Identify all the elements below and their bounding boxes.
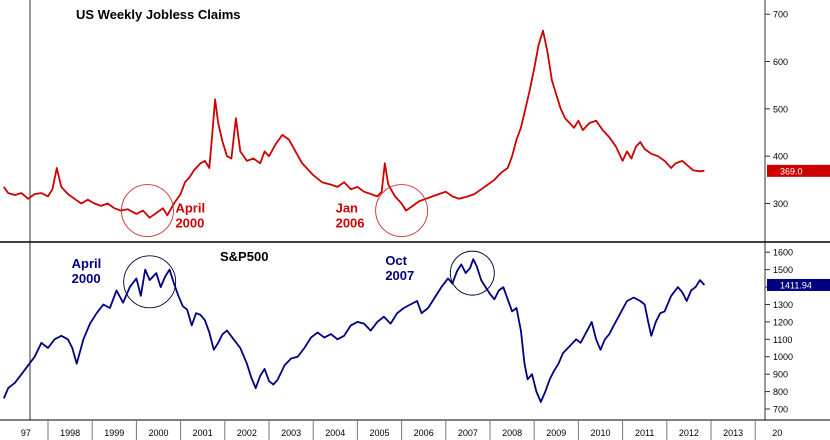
x-tick-label: 2001 (193, 428, 213, 438)
jobless-y-tick-label: 500 (773, 104, 788, 114)
jobless-series-line (3, 29, 705, 219)
jobless-annotation-label: 2000 (175, 216, 204, 231)
sp500-y-tick-label: 1000 (773, 352, 793, 362)
x-tick-label: 2005 (369, 428, 389, 438)
jobless-annotation-label: April (175, 201, 205, 216)
sp500-y-tick-label: 800 (773, 387, 788, 397)
x-tick-label: 2013 (723, 428, 743, 438)
x-tick-label: 2007 (458, 428, 478, 438)
jobless-last-value-tag (767, 164, 830, 177)
sp500-annotation-label: Oct (385, 253, 407, 268)
x-tick-label: 2006 (414, 428, 434, 438)
sp500-y-tick-label: 700 (773, 405, 788, 415)
jobless-title-box (50, 4, 300, 24)
jobless-chart-title: US Weekly Jobless Claims (76, 7, 241, 22)
jobless-y-tick-label: 400 (773, 152, 788, 162)
x-tick-label: 2012 (679, 428, 699, 438)
x-tick-label: 1999 (104, 428, 124, 438)
x-axis: 97 1998 1999 2000 2001 2002 2003 2004 2005 2006 20… (21, 420, 782, 440)
sp500-annotation-circle (123, 255, 177, 309)
jobless-y-tick-label: 700 (773, 10, 788, 20)
sp500-last-value-label: 1411.94 (780, 280, 812, 290)
x-tick-label: 2004 (325, 428, 345, 438)
x-tick-label: 1998 (60, 428, 80, 438)
x-tick-label: 20 (772, 428, 782, 438)
jobless-annotation-label: Jan (336, 201, 358, 216)
jobless-last-value-label: 369.0 (780, 166, 803, 176)
x-tick-label: 2011 (635, 428, 654, 438)
sp500-y-tick-label: 1300 (773, 300, 793, 310)
sp500-annotation-circle (449, 250, 495, 296)
x-tick-label: 2010 (590, 428, 610, 438)
x-tick-label: 97 (21, 428, 31, 438)
x-tick-label: 2009 (546, 428, 566, 438)
x-tick-label: 2000 (148, 428, 168, 438)
x-tick-label: 2008 (502, 428, 522, 438)
sp500-y-tick-label: 900 (773, 370, 788, 380)
jobless-y-tick-label: 300 (773, 199, 788, 209)
jobless-annotation-circle (375, 184, 429, 238)
sp500-annotation-label: 2007 (385, 268, 414, 283)
sp500-series-line (2, 258, 706, 403)
x-tick-label: 2003 (281, 428, 301, 438)
jobless-y-tick-label: 600 (773, 57, 788, 67)
sp500-annotation-label: April (72, 256, 102, 271)
sp500-title-box (190, 246, 302, 266)
sp500-y-tick-label: 1200 (773, 317, 793, 327)
x-tick-label: 2002 (237, 428, 257, 438)
sp500-annotation-label: 2000 (72, 271, 101, 286)
jobless-annotation-label: 2006 (336, 216, 365, 231)
sp500-last-value-tag (767, 278, 830, 291)
sp500-chart-title: S&P500 (220, 249, 268, 264)
sp500-y-tick-label: 1600 (773, 248, 793, 258)
sp500-y-tick-label: 1100 (773, 335, 792, 345)
sp500-y-tick-label: 1500 (773, 265, 793, 275)
jobless-annotation-circle (120, 184, 174, 238)
sp500-panel: 7008009001000110012001300140015001600141… (2, 248, 830, 415)
